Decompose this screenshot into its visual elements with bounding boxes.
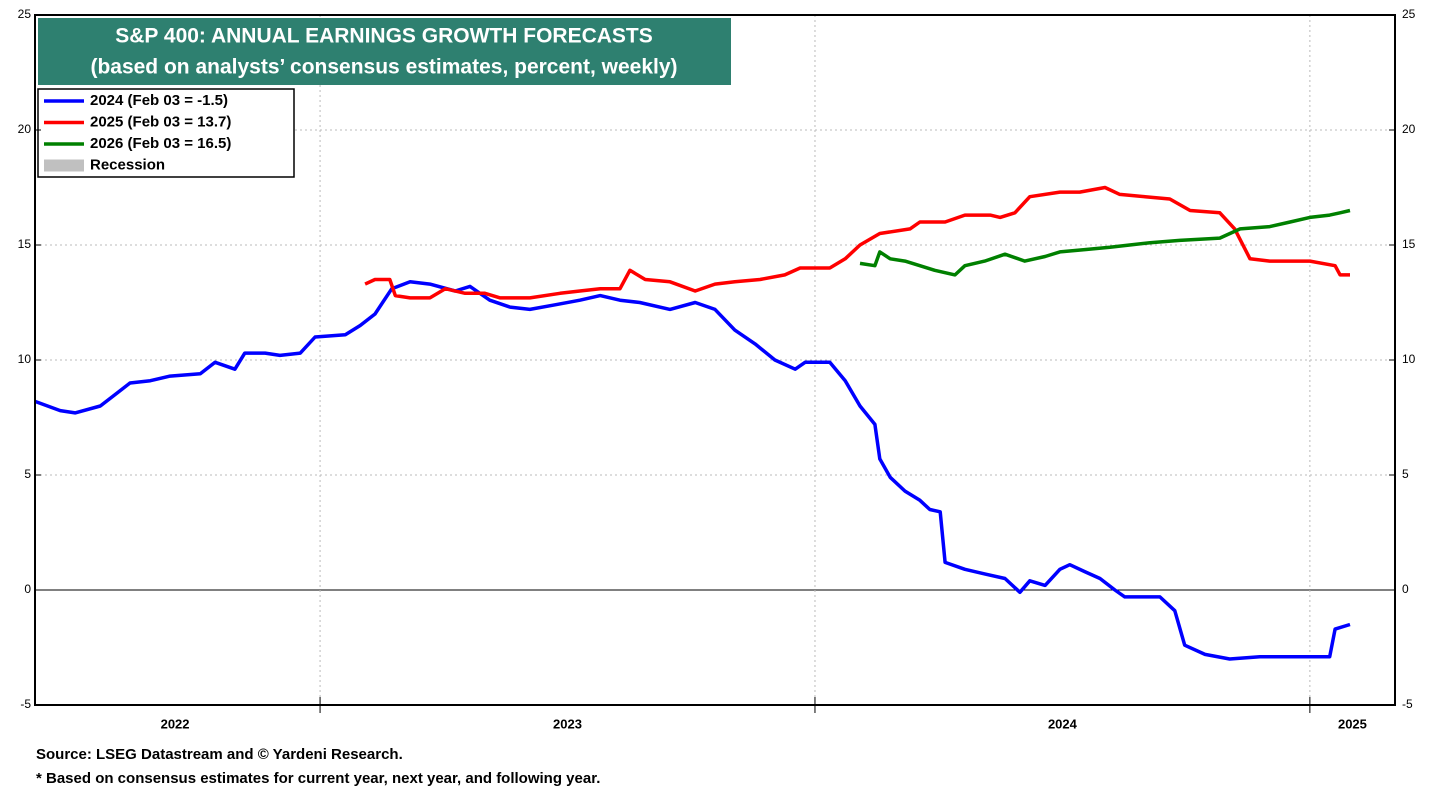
y2-tick-label: 5 (1402, 467, 1409, 481)
line-series (364, 185, 1350, 300)
y2-tick-label: -5 (1402, 697, 1413, 711)
legend-label: Recession (90, 156, 165, 173)
y-tick-label: -5 (20, 697, 31, 711)
y2-tick-label: 15 (1402, 237, 1416, 251)
line-series (34, 280, 1351, 661)
y2-tick-label: 25 (1402, 7, 1416, 21)
chart-title: S&P 400: ANNUAL EARNINGS GROWTH FORECAST… (115, 25, 653, 48)
legend-label: 2025 (Feb 03 = 13.7) (90, 113, 231, 130)
y-tick-label: 0 (24, 582, 31, 596)
x-tick-label: 2025 (1338, 716, 1367, 731)
note: * Based on consensus estimates for curre… (36, 770, 600, 787)
x-tick-label: 2022 (161, 716, 190, 731)
legend-label: 2024 (Feb 03 = -1.5) (90, 92, 228, 109)
y2-tick-label: 0 (1402, 582, 1409, 596)
y2-tick-label: 20 (1402, 122, 1416, 136)
legend-label: 2026 (Feb 03 = 16.5) (90, 135, 231, 152)
chart-subtitle: (based on analysts’ consensus estimates,… (90, 56, 677, 79)
source: Source: LSEG Datastream and © Yardeni Re… (36, 746, 403, 763)
y2-tick-label: 10 (1402, 352, 1416, 366)
title-box (38, 18, 731, 85)
plot-frame (34, 14, 1396, 706)
line-series (859, 208, 1351, 277)
y-tick-label: 5 (24, 467, 31, 481)
y-tick-label: 15 (18, 237, 32, 251)
legend-swatch (44, 159, 84, 172)
y-tick-label: 10 (18, 352, 32, 366)
y-tick-label: 25 (18, 7, 32, 21)
x-tick-label: 2024 (1048, 716, 1078, 731)
x-tick-label: 2023 (553, 716, 582, 731)
y-tick-label: 20 (18, 122, 32, 136)
